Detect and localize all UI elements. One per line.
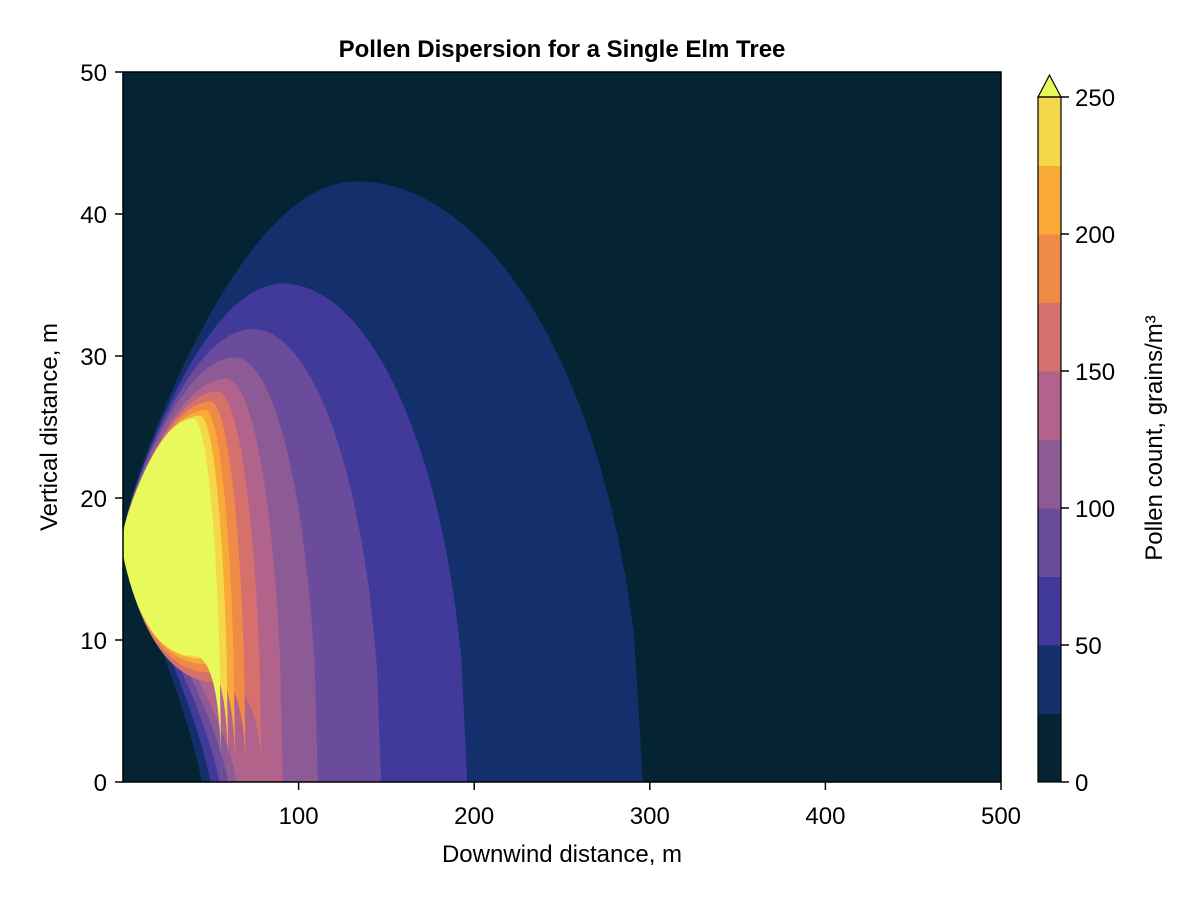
x-axis: 100 200 300 400 500 [279, 782, 1021, 830]
colorbar-tick-label: 150 [1075, 359, 1115, 386]
plot-frame [122, 71, 1002, 783]
colorbar-swatch-100 [1038, 439, 1061, 509]
x-tick-label: 200 [454, 803, 494, 830]
colorbar [1037, 73, 1062, 783]
y-tick-label: 0 [94, 770, 107, 797]
x-axis-label: Downwind distance, m [442, 841, 682, 868]
colorbar-swatch-50 [1038, 576, 1061, 646]
colorbar-swatch-0 [1038, 713, 1061, 783]
y-tick-label: 30 [80, 344, 107, 371]
colorbar-swatch-25 [1038, 645, 1061, 714]
plot-area [123, 72, 1001, 782]
y-tick-label: 10 [80, 628, 107, 655]
colorbar-tick-label: 200 [1075, 222, 1115, 249]
y-axis-label: Vertical distance, m [36, 323, 63, 531]
colorbar-swatch-75 [1038, 508, 1061, 577]
colorbar-axis: 0 50 100 150 200 250 [1061, 85, 1115, 797]
colorbar-swatch-200 [1038, 165, 1061, 235]
colorbar-tick-label: 250 [1075, 85, 1115, 112]
x-tick-label: 500 [981, 803, 1021, 830]
y-tick-label: 50 [80, 60, 107, 87]
x-tick-label: 400 [805, 803, 845, 830]
colorbar-swatch-175 [1038, 234, 1061, 303]
colorbar-swatch-150 [1038, 302, 1061, 372]
y-tick-label: 20 [80, 486, 107, 513]
colorbar-extend-max [1037, 73, 1062, 98]
colorbar-tick-label: 50 [1075, 633, 1102, 660]
colorbar-frame [1037, 96, 1062, 783]
colorbar-tick-label: 100 [1075, 496, 1115, 523]
x-tick-label: 300 [630, 803, 670, 830]
y-tick-label: 40 [80, 202, 107, 229]
x-tick-label: 100 [279, 803, 319, 830]
colorbar-swatch-225 [1038, 97, 1061, 166]
y-axis: 0 10 20 30 40 50 [80, 60, 123, 797]
colorbar-tick-label: 0 [1075, 770, 1088, 797]
colorbar-label: Pollen count, grains/m³ [1141, 315, 1168, 560]
chart-title: Pollen Dispersion for a Single Elm Tree [339, 36, 786, 63]
colorbar-swatch-125 [1038, 371, 1061, 440]
contour-band-250 [123, 418, 222, 782]
